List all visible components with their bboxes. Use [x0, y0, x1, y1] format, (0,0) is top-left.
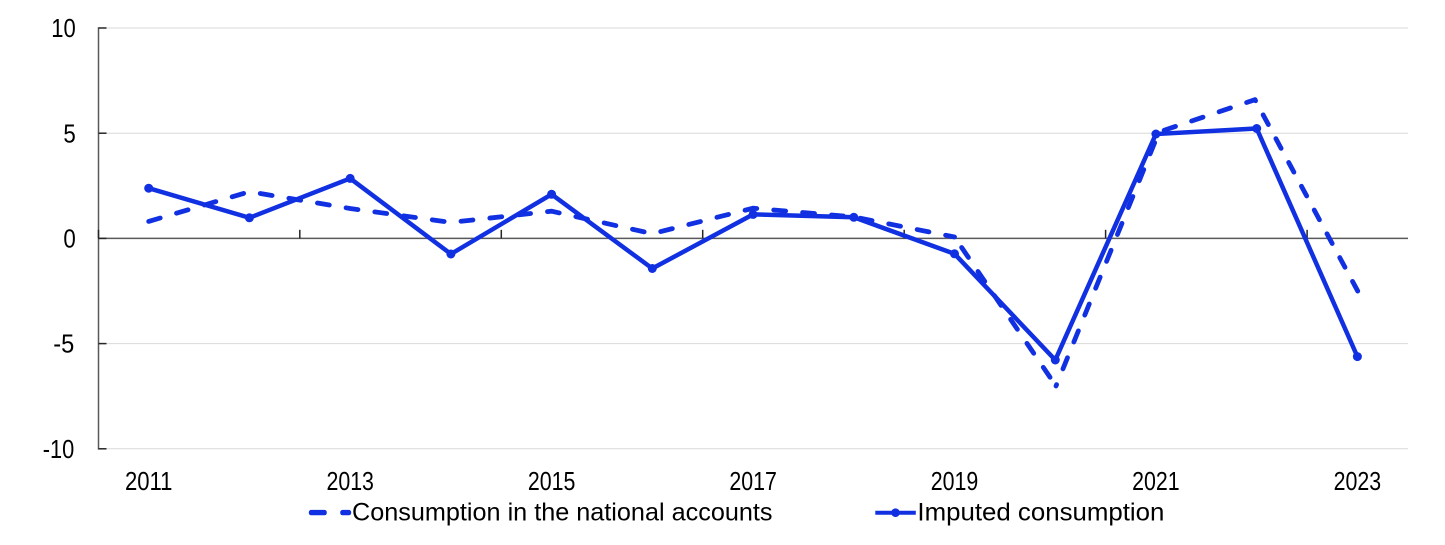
svg-text:-10: -10	[43, 434, 75, 464]
svg-text:-5: -5	[53, 329, 74, 359]
svg-text:2023: 2023	[1334, 466, 1382, 496]
svg-text:Consumption in the national ac: Consumption in the national accounts	[352, 498, 773, 526]
svg-text:10: 10	[51, 13, 76, 43]
svg-text:2021: 2021	[1132, 466, 1180, 496]
svg-text:5: 5	[63, 118, 75, 148]
svg-text:2017: 2017	[729, 466, 777, 496]
svg-text:2015: 2015	[528, 466, 576, 496]
svg-text:2019: 2019	[931, 466, 979, 496]
svg-text:Imputed consumption: Imputed consumption	[917, 498, 1164, 526]
svg-text:2013: 2013	[326, 466, 374, 496]
svg-text:0: 0	[63, 224, 75, 254]
svg-text:2011: 2011	[125, 466, 173, 496]
